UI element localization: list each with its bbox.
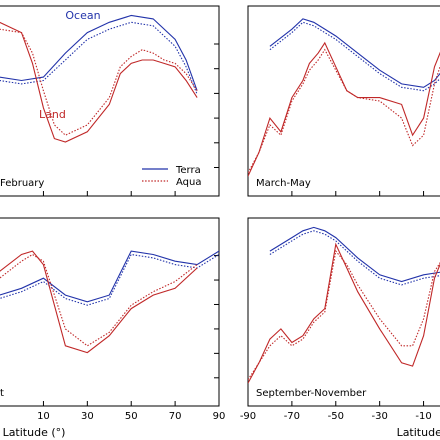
legend-label-aqua: Aqua [176, 177, 201, 188]
panel-frame [247, 5, 440, 197]
series-line-ocean-terra [269, 226, 440, 283]
x-tick-label: 70 [169, 411, 182, 422]
series-line-land-terra [0, 250, 198, 354]
series-line-land-aqua [0, 28, 198, 136]
series-line-land-aqua [0, 253, 198, 347]
chart-panel-4: -90 -70 -50 -30 -10 September-November Latitud… [240, 217, 440, 439]
series-line-land-terra [248, 242, 440, 384]
x-tick-label: 30 [81, 411, 94, 422]
legend-label-terra: Terra [175, 165, 201, 176]
x-axis-title: Latitude (°) [397, 426, 440, 439]
series-group [0, 250, 219, 354]
series-line-land-terra [248, 41, 440, 177]
series-line-land-terra [0, 21, 198, 143]
x-tick-label: -70 [284, 411, 300, 422]
series-line-ocean-terra [269, 18, 440, 88]
panel-frame [247, 217, 440, 407]
chart-panel-3: 10 30 50 70 90 t Latitude (°) [0, 217, 226, 439]
chart-panel-2: March-May [247, 5, 440, 197]
land-annotation: Land [39, 108, 66, 121]
series-group [248, 226, 440, 384]
x-tick-label: -90 [240, 411, 256, 422]
x-tick-label: -50 [328, 411, 344, 422]
series-line-ocean-terra [0, 250, 219, 303]
season-label: September-November [256, 388, 367, 399]
series-group [0, 14, 198, 143]
x-tick-label: 10 [37, 411, 50, 422]
x-axis-title: Latitude (°) [3, 426, 66, 439]
series-line-land-aqua [248, 249, 440, 381]
series-line-ocean-aqua [269, 21, 440, 92]
season-label: t [0, 388, 4, 399]
x-tick-label: -30 [371, 411, 387, 422]
panel-frame [0, 5, 220, 197]
ocean-annotation: Ocean [65, 9, 100, 22]
x-tick-label: 50 [125, 411, 138, 422]
x-tick-label: -10 [415, 411, 431, 422]
season-label: March-May [256, 178, 311, 189]
series-line-ocean-aqua [0, 21, 198, 95]
x-tick-label: 90 [213, 411, 226, 422]
panel-frame [0, 217, 220, 407]
season-label: February [0, 178, 44, 189]
series-line-ocean-terra [0, 14, 198, 91]
series-group [248, 18, 440, 177]
series-line-ocean-aqua [0, 253, 219, 306]
series-line-land-aqua [248, 48, 440, 174]
series-line-ocean-aqua [269, 230, 440, 286]
